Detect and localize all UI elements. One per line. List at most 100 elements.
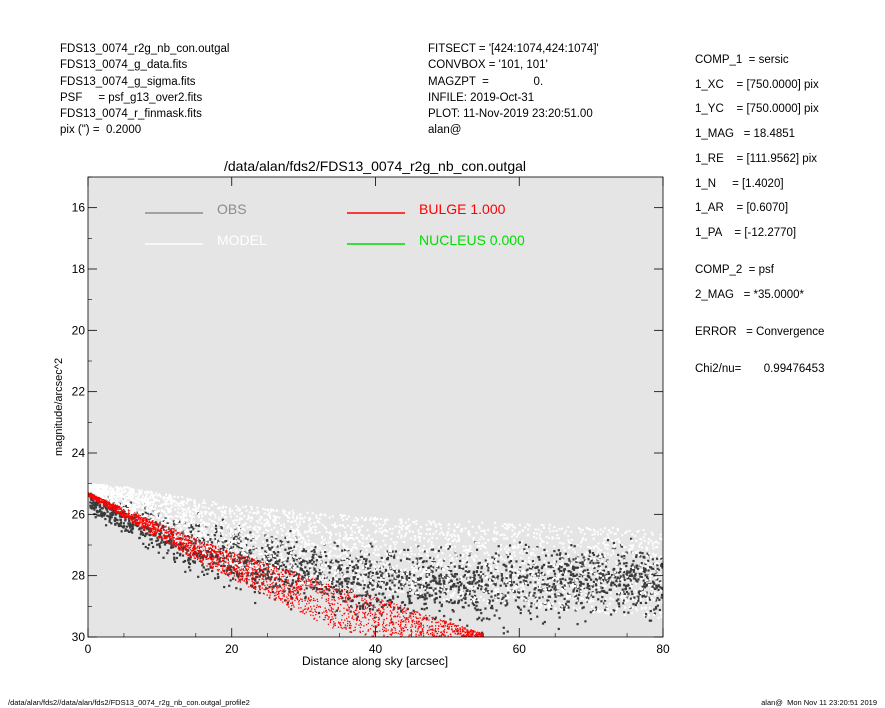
model-point — [170, 499, 173, 502]
obs-point — [579, 588, 582, 591]
model-point — [413, 521, 416, 524]
obs-point — [158, 535, 161, 538]
model-point — [426, 571, 429, 574]
model-point — [523, 526, 526, 529]
obs-point — [422, 584, 425, 587]
model-point — [124, 500, 127, 503]
obs-point — [288, 552, 291, 555]
model-point — [292, 569, 295, 572]
model-point — [272, 509, 275, 512]
obs-point — [480, 567, 483, 570]
model-point — [352, 574, 355, 577]
model-point — [267, 530, 270, 533]
model-point — [354, 578, 357, 581]
obs-point — [320, 588, 324, 591]
model-point — [612, 552, 615, 555]
obs-point — [108, 502, 111, 505]
obs-point — [307, 572, 310, 576]
model-point — [169, 507, 172, 510]
model-point — [232, 522, 235, 525]
obs-point — [307, 571, 310, 574]
model-point — [296, 515, 299, 518]
model-point — [447, 527, 450, 530]
obs-point — [457, 599, 460, 602]
model-point — [499, 534, 502, 537]
obs-point — [172, 546, 175, 549]
model-point — [629, 544, 632, 547]
obs-point — [370, 584, 373, 587]
model-point — [550, 563, 553, 566]
model-point — [381, 578, 384, 581]
model-point — [400, 536, 403, 539]
model-point — [230, 541, 233, 544]
obs-point — [216, 573, 219, 576]
obs-point — [305, 587, 308, 590]
model-point — [244, 552, 247, 555]
model-point — [409, 546, 412, 549]
model-point — [353, 562, 356, 565]
model-point — [269, 515, 272, 518]
model-point — [391, 586, 394, 589]
model-point — [356, 556, 359, 559]
obs-point — [470, 595, 473, 598]
model-point — [194, 528, 197, 531]
model-point — [511, 545, 514, 548]
obs-point — [633, 596, 636, 599]
obs-point — [213, 534, 216, 537]
model-point — [563, 582, 566, 585]
obs-point — [397, 586, 400, 590]
model-point — [614, 610, 617, 613]
obs-point — [591, 552, 594, 555]
model-point — [427, 528, 430, 531]
model-point — [218, 518, 221, 521]
model-point — [314, 565, 317, 568]
model-point — [403, 553, 406, 556]
model-point — [414, 580, 417, 583]
model-point — [195, 508, 198, 511]
obs-point — [255, 576, 258, 579]
model-point — [471, 598, 474, 601]
obs-point — [415, 588, 418, 592]
obs-point — [488, 599, 491, 602]
model-point — [302, 565, 305, 568]
model-point — [508, 526, 511, 529]
obs-point — [173, 543, 176, 546]
obs-point — [425, 597, 428, 600]
model-point — [335, 540, 338, 543]
model-point — [395, 589, 398, 592]
obs-point — [363, 557, 366, 561]
model-point — [152, 501, 155, 504]
obs-point — [160, 520, 163, 523]
model-point — [131, 498, 134, 501]
model-point — [641, 568, 644, 571]
obs-point — [639, 551, 642, 554]
obs-point — [589, 561, 592, 564]
model-point — [130, 511, 133, 514]
obs-point — [222, 546, 225, 550]
model-point — [207, 535, 210, 538]
model-point — [394, 525, 397, 528]
model-point — [137, 495, 140, 498]
model-point — [496, 569, 499, 572]
obs-point — [592, 562, 595, 565]
model-point — [592, 611, 595, 614]
model-point — [480, 583, 483, 586]
model-point — [386, 586, 389, 589]
model-point — [267, 523, 270, 526]
model-point — [401, 585, 404, 588]
obs-point — [458, 566, 461, 569]
model-point — [299, 553, 302, 556]
model-point — [330, 533, 333, 536]
obs-point — [496, 577, 499, 580]
model-point — [435, 537, 438, 540]
obs-point — [120, 515, 123, 519]
obs-point — [509, 570, 512, 573]
model-point — [438, 561, 441, 564]
obs-point — [575, 560, 578, 563]
obs-point — [661, 566, 663, 569]
model-point — [315, 572, 318, 575]
model-point — [294, 529, 297, 532]
obs-point — [468, 593, 471, 596]
model-point — [314, 574, 317, 577]
model-point — [180, 501, 183, 504]
